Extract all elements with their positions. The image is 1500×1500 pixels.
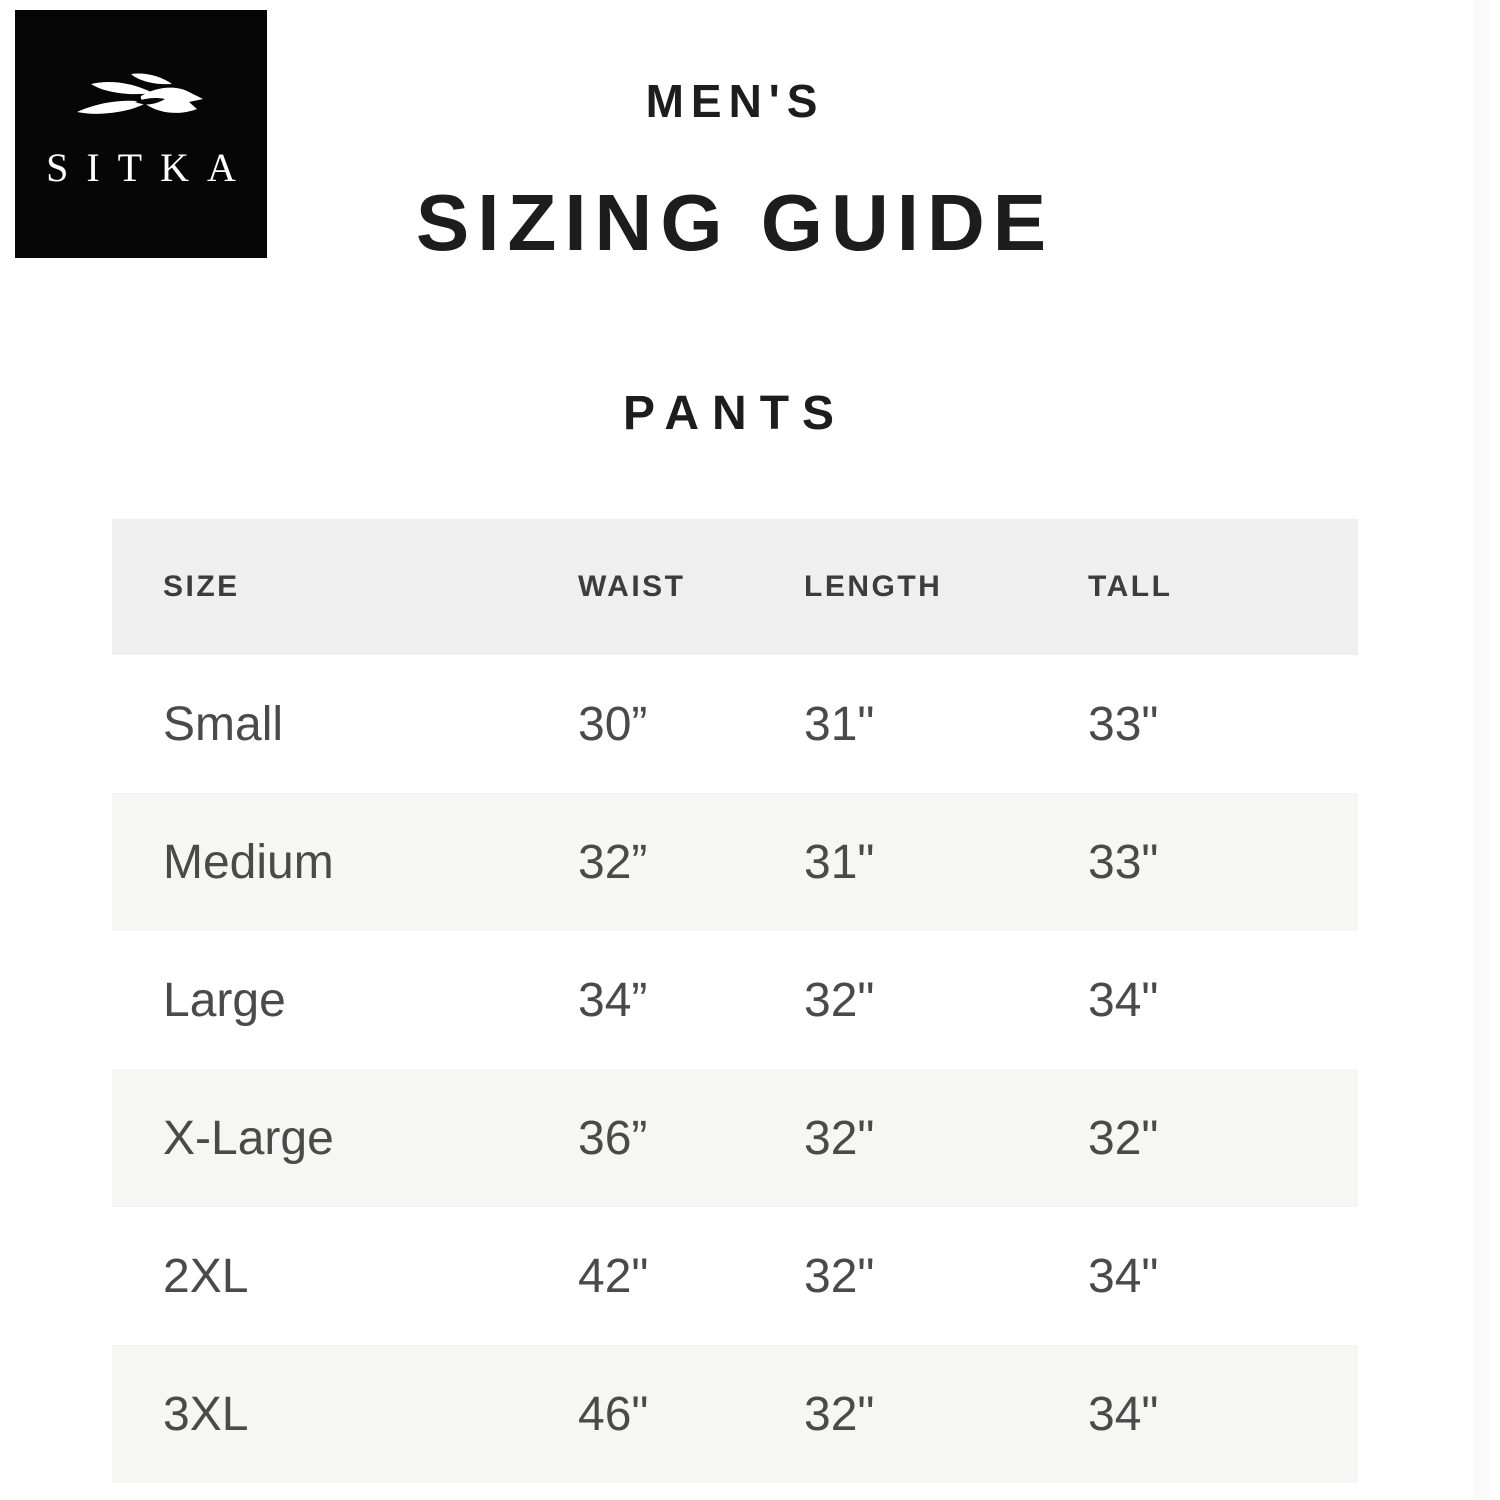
waist-value: 34”: [578, 973, 648, 1027]
brand-name: SITKA: [46, 145, 254, 190]
page-edge-strip: [1473, 0, 1489, 1500]
table-row-2xl: 2XL 42" 32" 34": [112, 1207, 1358, 1345]
length-value: 32": [804, 1249, 875, 1303]
waist-value: 32”: [578, 835, 648, 889]
column-header-size: SIZE: [163, 570, 240, 603]
tall-value: 34": [1088, 973, 1159, 1027]
length-value: 31": [804, 697, 875, 751]
length-value: 32": [804, 973, 875, 1027]
size-label: X-Large: [163, 1111, 334, 1165]
size-label: Large: [163, 973, 286, 1027]
tall-value: 34": [1088, 1249, 1159, 1303]
sitka-logo: SITKA: [15, 10, 267, 258]
tall-value: 33": [1088, 697, 1159, 751]
tall-value: 32": [1088, 1111, 1159, 1165]
size-label: Small: [163, 697, 284, 751]
table-header-row: SIZE WAIST LENGTH TALL: [112, 519, 1358, 655]
tall-value: 34": [1088, 1387, 1159, 1441]
table-row-large: Large 34” 32" 34": [112, 931, 1358, 1069]
category-heading: MEN'S: [645, 75, 825, 127]
section-heading: PANTS: [622, 387, 848, 440]
column-header-tall: TALL: [1088, 570, 1173, 603]
length-value: 31": [804, 835, 875, 889]
length-value: 32": [804, 1111, 875, 1165]
table-row-3xl: 3XL 46" 32" 34": [112, 1345, 1358, 1483]
column-header-length: LENGTH: [804, 570, 943, 603]
table-row-medium: Medium 32” 31" 33": [112, 793, 1358, 931]
tall-value: 33": [1088, 835, 1159, 889]
waist-value: 46": [578, 1387, 649, 1441]
sizing-table: SIZE WAIST LENGTH TALL Small 30” 31" 33"…: [112, 519, 1358, 1483]
page-title: SIZING GUIDE: [415, 178, 1055, 267]
sitka-bird-icon: [77, 73, 203, 114]
size-label: 2XL: [163, 1249, 249, 1303]
table-row-small: Small 30” 31" 33": [112, 655, 1358, 793]
size-label: 3XL: [163, 1387, 249, 1441]
waist-value: 36”: [578, 1111, 648, 1165]
waist-value: 42": [578, 1249, 649, 1303]
waist-value: 30”: [578, 697, 648, 751]
column-header-waist: WAIST: [578, 570, 686, 603]
table-row-x-large: X-Large 36” 32" 32": [112, 1069, 1358, 1207]
length-value: 32": [804, 1387, 875, 1441]
size-label: Medium: [163, 835, 334, 889]
